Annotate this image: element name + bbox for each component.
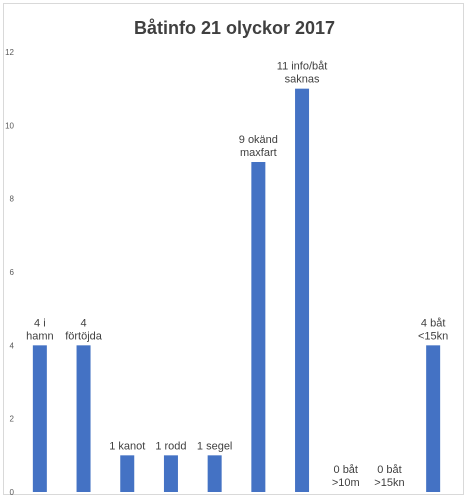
bar <box>76 345 91 492</box>
bar <box>251 162 266 492</box>
data-label: >10m <box>332 477 360 489</box>
data-label: >15kn <box>374 477 404 489</box>
y-tick-label: 4 <box>10 341 15 350</box>
data-label: 0 båt <box>377 464 401 476</box>
y-tick-label: 2 <box>10 415 15 424</box>
bar <box>163 455 178 492</box>
y-tick-label: 12 <box>5 48 14 57</box>
bar <box>295 88 310 493</box>
chart-title: Båtinfo 21 olyckor 2017 <box>133 18 336 38</box>
y-tick-label: 0 <box>10 488 15 497</box>
bar <box>32 345 47 492</box>
data-label: 0 båt <box>334 464 358 476</box>
data-label: <15kn <box>418 330 448 342</box>
data-label: saknas <box>285 74 320 86</box>
data-label: hamn <box>26 330 54 342</box>
data-label: 9 okänd <box>239 134 278 146</box>
y-tick-label: 6 <box>10 268 15 277</box>
data-label: 4 i <box>34 317 46 329</box>
data-label: 1 segel <box>197 440 232 452</box>
data-label: maxfart <box>240 147 277 159</box>
bar <box>207 455 222 492</box>
data-label: 11 info/båt <box>277 61 328 73</box>
data-label: förtöjda <box>65 330 103 342</box>
data-label: 4 <box>80 317 86 329</box>
y-tick-label: 10 <box>5 121 14 130</box>
bar <box>120 455 135 492</box>
data-label: 1 rodd <box>155 440 186 452</box>
bar <box>426 345 441 492</box>
data-label: 1 kanot <box>109 440 145 452</box>
y-tick-label: 8 <box>10 195 15 204</box>
data-label: 4 båt <box>421 317 445 329</box>
